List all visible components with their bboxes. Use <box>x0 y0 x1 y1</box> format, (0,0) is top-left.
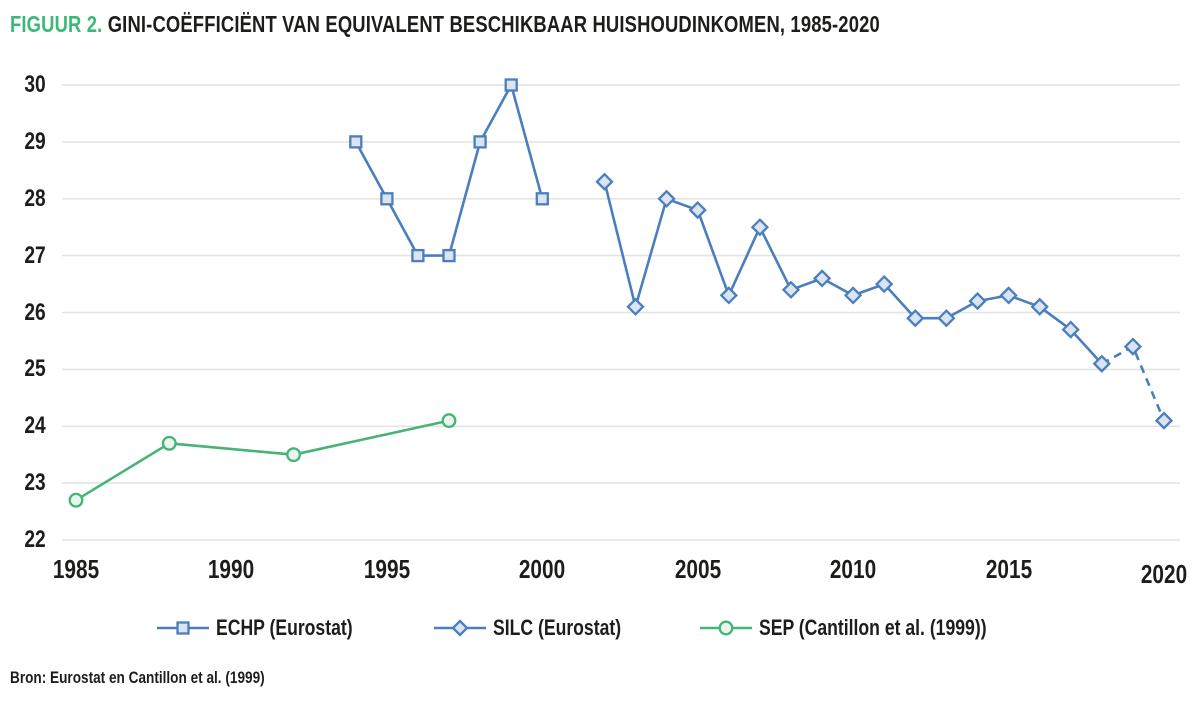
y-tick-label: 30 <box>24 71 46 98</box>
diamond-marker <box>812 269 832 288</box>
x-tick-label: 2020 <box>1140 559 1188 589</box>
diamond-marker <box>1154 411 1174 430</box>
legend-item-silc: SILC (Eurostat) <box>433 615 653 641</box>
y-tick-label: 26 <box>24 298 46 326</box>
legend-label-silc: SILC (Eurostat) <box>493 615 622 640</box>
y-tick-label: 29 <box>24 127 46 155</box>
series-line-silc <box>603 181 1103 365</box>
diamond-marker <box>1030 297 1049 316</box>
y-tick-label: 22 <box>24 526 46 553</box>
series-line-sep <box>75 419 450 502</box>
square-marker <box>380 192 394 206</box>
figure-number: FIGUUR 2. <box>10 11 103 37</box>
series-line-silc-dashed <box>1101 345 1166 422</box>
y-tick-label: 25 <box>24 355 46 383</box>
x-tick-label: 1995 <box>363 554 410 584</box>
x-tick-label: 1985 <box>52 554 100 584</box>
diamond-marker <box>1061 320 1080 339</box>
series-line-echp <box>354 83 544 257</box>
y-tick-label: 27 <box>24 241 46 269</box>
circle-marker <box>286 447 302 463</box>
y-tick-label: 24 <box>24 412 46 440</box>
legend-item-sep: SEP (Cantillon et al. (1999)) <box>699 615 1043 641</box>
diamond-marker <box>937 309 956 328</box>
x-tick-label: 1990 <box>208 554 255 584</box>
diamond-marker <box>906 309 925 328</box>
diamond-marker <box>688 200 707 220</box>
y-tick-label: 28 <box>24 184 46 212</box>
square-marker <box>442 248 456 263</box>
diamond-marker <box>657 189 676 208</box>
x-tick-label: 2005 <box>674 554 721 584</box>
legend-label-sep: SEP (Cantillon et al. (1999)) <box>759 615 987 640</box>
source-note: Bron: Eurostat en Cantillon et al. (1999… <box>10 668 328 688</box>
figure-title-text: GINI-COËFFICIËNT VAN EQUIVALENT BESCHIKB… <box>107 11 880 37</box>
diamond-marker <box>875 274 894 294</box>
circle-marker <box>68 492 84 508</box>
y-tick-label: 23 <box>24 469 46 497</box>
diamond-marker <box>1123 337 1143 356</box>
diamond-marker <box>595 172 614 191</box>
square-marker <box>504 78 518 92</box>
diamond-marker <box>750 218 770 237</box>
x-tick-label: 2015 <box>985 554 1032 584</box>
square-marker <box>473 135 487 149</box>
source-text: Bron: Eurostat en Cantillon et al. (1999… <box>10 668 265 687</box>
square-marker <box>411 248 425 263</box>
diamond-marker <box>1092 354 1111 373</box>
line-circle-marker-icon <box>700 620 753 636</box>
x-tick-label: 2010 <box>830 554 877 584</box>
diamond-marker <box>781 280 801 299</box>
square-marker <box>535 192 549 206</box>
circle-marker <box>161 435 177 451</box>
legend-item-echp: ECHP (Eurostat) <box>156 615 387 641</box>
line-diamond-marker-icon <box>434 619 487 637</box>
diamond-marker <box>719 286 738 305</box>
legend: ECHP (Eurostat) SILC (Eurostat) SEP (Can… <box>0 612 1200 644</box>
diamond-marker <box>843 286 863 305</box>
diamond-marker <box>999 286 1018 305</box>
figure-title: FIGUUR 2. GINI-COËFFICIËNT VAN EQUIVALEN… <box>10 11 1097 38</box>
diamond-marker <box>968 291 987 311</box>
square-marker <box>349 135 363 149</box>
line-square-marker-icon <box>157 621 210 635</box>
circle-marker <box>441 413 457 429</box>
diamond-marker <box>626 297 645 316</box>
x-tick-label: 2000 <box>519 554 566 584</box>
legend-label-echp: ECHP (Eurostat) <box>216 615 353 640</box>
